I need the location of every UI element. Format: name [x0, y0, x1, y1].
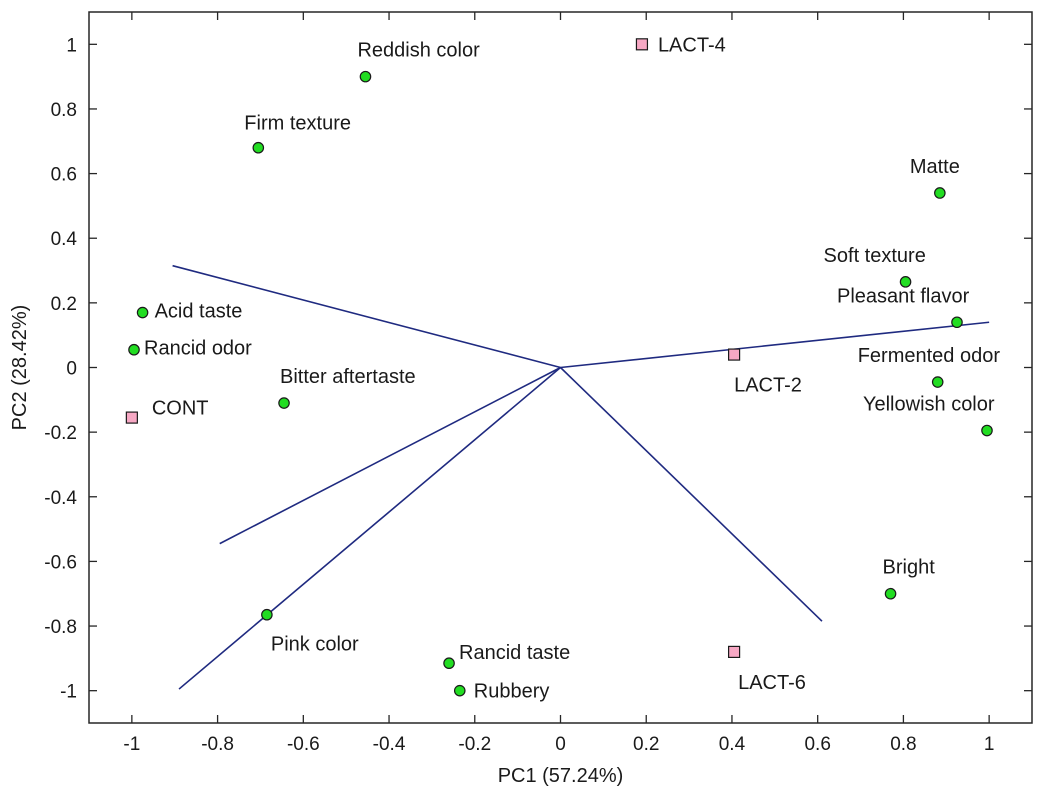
attribute-point: [359, 70, 372, 83]
x-tick-label: 0.2: [633, 734, 659, 755]
sample-label: LACT-4: [658, 34, 726, 56]
y-tick-label: 0.4: [51, 229, 78, 250]
attribute-label: Acid taste: [155, 301, 243, 323]
sample-label: CONT: [152, 398, 209, 420]
y-tick-label: 1: [66, 35, 77, 56]
attribute-label: Reddish color: [357, 40, 480, 62]
y-tick-label: 0.2: [51, 294, 77, 315]
attribute-point: [934, 187, 946, 199]
y-tick-label: -0.4: [44, 488, 77, 509]
attribute-point: [443, 657, 455, 670]
sample-point: [125, 411, 138, 424]
attribute-point: [951, 316, 963, 329]
y-tick-label: -0.6: [44, 552, 77, 573]
attribute-label: Bitter aftertaste: [280, 366, 416, 388]
y-tick-label: 0: [66, 359, 77, 380]
x-tick-label: -0.8: [201, 734, 234, 755]
loading-vector-2: [560, 321, 990, 369]
y-tick-label: -0.2: [44, 423, 77, 444]
attribute-point: [884, 587, 897, 600]
sample-point: [727, 348, 741, 361]
attribute-label: Yellowish color: [863, 394, 995, 416]
attribute-point: [136, 306, 149, 319]
x-tick-label: -0.2: [458, 734, 491, 755]
attribute-label: Rancid odor: [144, 338, 252, 360]
attribute-point: [252, 141, 265, 154]
attribute-label: Pleasant flavor: [837, 285, 970, 307]
x-tick-label: -1: [123, 734, 140, 755]
attribute-label: Fermented odor: [858, 345, 1001, 367]
x-tick-label: 0.4: [719, 734, 746, 755]
x-tick-label: 0.8: [890, 734, 916, 755]
attribute-point: [981, 424, 993, 437]
sample-point: [635, 38, 649, 51]
attribute-point: [128, 343, 140, 356]
attribute-point: [453, 684, 466, 697]
x-tick-label: 0.6: [804, 734, 830, 755]
attribute-label: Firm texture: [244, 113, 351, 135]
loading-vectors: [172, 264, 990, 690]
sample-label: LACT-6: [738, 672, 806, 694]
y-tick-label: 0.8: [51, 100, 77, 121]
attribute-label: Matte: [910, 156, 960, 178]
sample-label: LACT-2: [734, 375, 802, 397]
y-axis-title: PC2 (28.42%): [9, 305, 31, 431]
attribute-point: [261, 608, 273, 621]
x-axis-title: PC1 (57.24%): [498, 765, 624, 787]
attribute-label: Pink color: [271, 634, 359, 656]
attribute-point: [278, 397, 290, 409]
axis-ticks: -1 -0.8 -0.6 -0.4 -0.2 0 0.2 0.4 0.6 0.8 1 -1 -0.8 -0…: [44, 12, 1032, 755]
loading-vector-1: [172, 264, 561, 369]
attribute-label: Bright: [883, 557, 936, 579]
attribute-point: [899, 276, 912, 288]
y-tick-label: -1: [60, 682, 77, 703]
sample-point: [727, 645, 741, 659]
x-tick-label: -0.6: [287, 734, 320, 755]
attribute-point: [931, 376, 944, 388]
loading-vector-5: [559, 366, 823, 622]
y-tick-label: 0.6: [51, 165, 77, 186]
x-tick-label: 1: [984, 734, 995, 755]
x-tick-label: 0: [555, 734, 566, 755]
attribute-label: Soft texture: [824, 245, 926, 267]
loading-vector-4: [178, 366, 562, 690]
x-tick-label: -0.4: [373, 734, 406, 755]
loading-vector-3: [219, 366, 561, 545]
attribute-label: Rubbery: [474, 681, 550, 703]
data-points: Reddish color Firm texture Matte Soft textu…: [125, 34, 1001, 703]
y-tick-label: -0.8: [44, 617, 77, 638]
attribute-label: Rancid taste: [459, 642, 570, 664]
